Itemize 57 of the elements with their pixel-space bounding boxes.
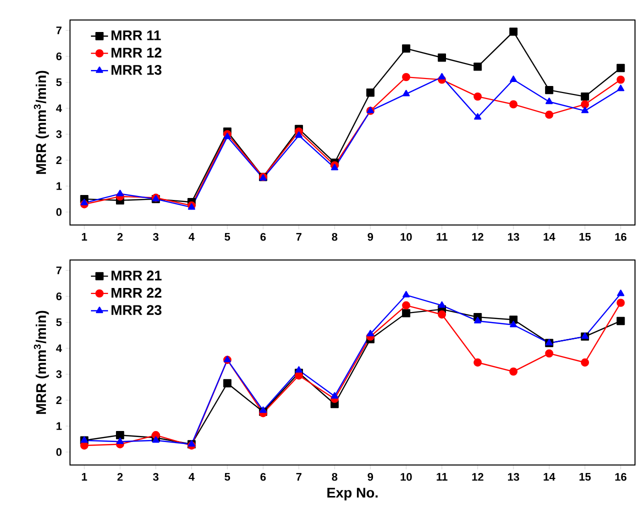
x-tick-label: 16 (615, 473, 626, 481)
y-tick-label: 4 (56, 344, 62, 352)
y-tick-label: 6 (56, 292, 62, 300)
x-tick-label: 4 (188, 233, 195, 241)
x-tick-label: 8 (332, 473, 338, 481)
x-tick-label: 6 (260, 233, 266, 241)
x-tick-label: 5 (224, 473, 230, 481)
legend-label: MRR 12 (112, 48, 162, 58)
y-tick-label: 7 (56, 266, 62, 274)
x-tick-label: 10 (400, 233, 412, 241)
x-axis-title: Exp No. (327, 488, 378, 500)
y-tick-label: 3 (56, 130, 62, 138)
x-tick-label: 7 (296, 233, 302, 241)
y-tick-label: 7 (56, 26, 62, 34)
y-tick-label: 6 (56, 52, 62, 60)
x-tick-label: 7 (296, 473, 302, 481)
y-tick-label: 5 (56, 78, 62, 86)
x-tick-label: 1 (82, 233, 88, 241)
y-tick-label: 2 (56, 156, 62, 164)
x-tick-label: 15 (580, 233, 591, 241)
x-tick-label: 11 (436, 233, 448, 241)
y-tick-label: 1 (56, 182, 62, 190)
x-tick-label: 12 (472, 233, 484, 241)
x-tick-label: 16 (615, 233, 626, 241)
x-tick-label: 2 (117, 473, 123, 481)
y-tick-label: 5 (56, 318, 62, 326)
y-tick-label: 0 (56, 208, 62, 216)
y-tick-label: 3 (56, 370, 62, 378)
legend-label: MRR 11 (112, 30, 161, 40)
y-tick-label: 4 (56, 104, 62, 112)
x-tick-label: 1 (82, 473, 88, 481)
x-tick-label: 12 (472, 473, 484, 481)
x-tick-label: 3 (153, 473, 158, 481)
y-tick-label: 0 (56, 448, 62, 456)
y-axis-title: MRR (mm$^{3}$/min) (34, 310, 49, 414)
x-tick-label: 15 (580, 473, 591, 481)
x-tick-label: 14 (544, 233, 556, 241)
x-tick-label: 13 (508, 473, 520, 481)
x-tick-label: 9 (368, 473, 374, 481)
x-tick-label: 11 (436, 473, 448, 481)
x-tick-label: 8 (332, 233, 338, 241)
y-tick-label: 2 (56, 396, 62, 404)
x-tick-label: 4 (188, 473, 195, 481)
x-tick-label: 6 (260, 473, 266, 481)
y-tick-label: 1 (56, 422, 62, 430)
x-tick-label: 9 (368, 233, 374, 241)
x-tick-label: 13 (508, 233, 520, 241)
y-axis-title: MRR (mm$^{3}$/min) (34, 70, 49, 174)
legend-label: MRR 22 (112, 288, 162, 298)
legend-label: MRR 21 (112, 270, 162, 280)
x-tick-label: 14 (544, 473, 556, 481)
legend-label: MRR 23 (112, 305, 162, 316)
x-tick-label: 3 (153, 233, 158, 241)
x-tick-label: 2 (117, 233, 123, 241)
x-tick-label: 10 (400, 473, 412, 481)
legend-label: MRR 13 (112, 64, 162, 75)
x-tick-label: 5 (224, 233, 230, 241)
